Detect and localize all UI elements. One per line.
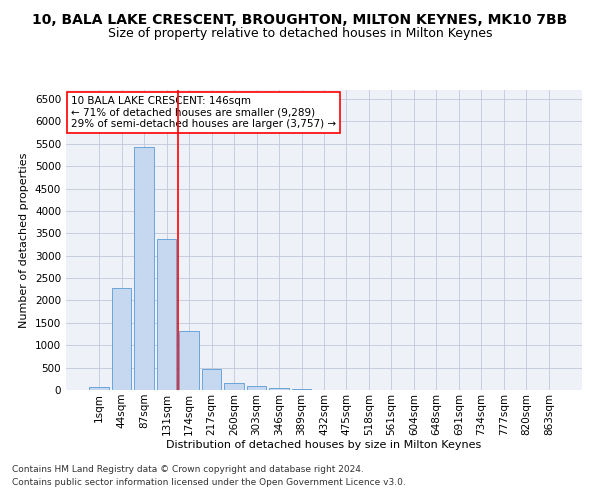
Bar: [89, 386, 109, 390]
Bar: [202, 368, 221, 390]
Text: 10 BALA LAKE CRESCENT: 146sqm
← 71% of detached houses are smaller (9,289)
29% o: 10 BALA LAKE CRESCENT: 146sqm ← 71% of d…: [71, 96, 336, 129]
Bar: [112, 288, 131, 390]
Text: Contains HM Land Registry data © Crown copyright and database right 2024.: Contains HM Land Registry data © Crown c…: [12, 466, 364, 474]
Text: Contains public sector information licensed under the Open Government Licence v3: Contains public sector information licen…: [12, 478, 406, 487]
Text: Size of property relative to detached houses in Milton Keynes: Size of property relative to detached ho…: [108, 28, 492, 40]
Bar: [179, 332, 199, 390]
Bar: [292, 388, 311, 390]
Bar: [247, 386, 266, 390]
Bar: [157, 238, 176, 390]
Y-axis label: Number of detached properties: Number of detached properties: [19, 152, 29, 328]
X-axis label: Distribution of detached houses by size in Milton Keynes: Distribution of detached houses by size …: [166, 440, 482, 450]
Bar: [269, 388, 289, 390]
Text: 10, BALA LAKE CRESCENT, BROUGHTON, MILTON KEYNES, MK10 7BB: 10, BALA LAKE CRESCENT, BROUGHTON, MILTO…: [32, 12, 568, 26]
Bar: [224, 383, 244, 390]
Bar: [134, 148, 154, 390]
